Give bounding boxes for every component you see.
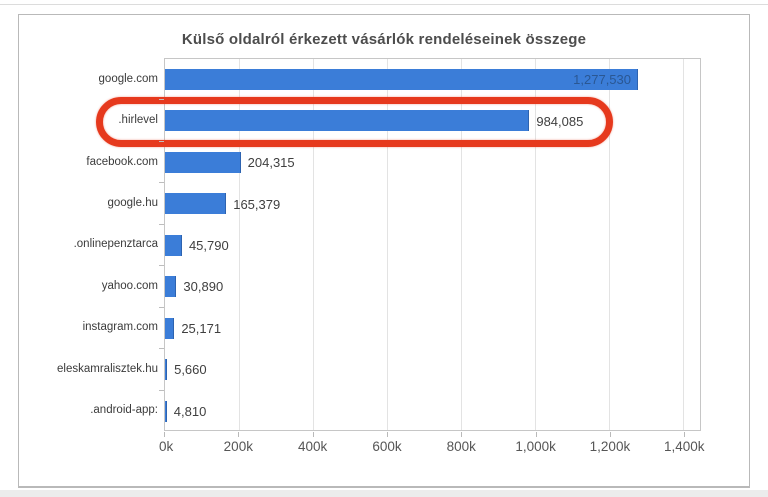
bottom-strip — [0, 490, 768, 497]
bar-row: 25,171 — [165, 308, 700, 349]
bar-row: 165,379 — [165, 183, 700, 224]
category-label: .onlinepenztarca — [73, 238, 158, 251]
chart-title: Külső oldalról érkezett vásárlók rendelé… — [181, 31, 587, 48]
category-label: eleskamralisztek.hu — [57, 362, 158, 375]
x-tick-label: 1,200k — [589, 439, 631, 454]
value-label: 45,790 — [188, 237, 229, 253]
value-label: 5,660 — [174, 362, 207, 378]
bar — [165, 151, 241, 173]
chart-card: Külső oldalról érkezett vásárlók rendelé… — [18, 14, 750, 488]
x-tick-mark — [684, 432, 686, 437]
x-tick-mark — [386, 432, 388, 437]
y-axis-tick — [159, 389, 164, 391]
value-label: 984,085 — [536, 113, 584, 129]
bar — [165, 110, 530, 132]
value-label: 30,890 — [183, 279, 224, 295]
top-divider — [0, 4, 768, 5]
y-axis-tick — [159, 99, 164, 101]
bar — [165, 400, 167, 422]
x-tick-mark — [238, 432, 240, 437]
x-tick-mark — [164, 432, 165, 437]
category-label: google.hu — [107, 197, 158, 210]
bar-row: 5,660 — [165, 349, 700, 390]
category-label: yahoo.com — [101, 279, 158, 292]
y-axis-tick — [159, 306, 164, 308]
y-axis-tick — [159, 348, 164, 350]
value-label: 25,171 — [181, 320, 222, 336]
category-label: facebook.com — [86, 155, 158, 168]
plot-area: 1,277,530 984,085 204,315 165,379 45,790 30,8… — [164, 58, 701, 431]
category-label: .android-app: — [90, 404, 158, 417]
value-label: 165,379 — [233, 196, 281, 212]
x-tick-label: 1,000k — [515, 439, 556, 454]
category-label: instagram.com — [82, 321, 158, 334]
bar-row: 4,810 — [165, 391, 700, 432]
bar-row: 204,315 — [165, 142, 700, 183]
y-axis-tick — [159, 223, 164, 225]
x-tick-mark — [609, 432, 611, 437]
gridline — [535, 59, 537, 430]
gridline — [609, 59, 611, 430]
bar — [165, 276, 177, 298]
x-tick-mark — [312, 432, 314, 437]
x-tick-mark — [535, 432, 537, 437]
bar — [165, 234, 182, 256]
gridline — [461, 59, 463, 430]
gridline — [239, 59, 241, 430]
bar — [165, 193, 227, 215]
x-tick-label: 400k — [298, 439, 328, 454]
value-label: 1,277,530 — [573, 72, 631, 88]
x-tick-label: 600k — [372, 439, 402, 454]
x-tick-label: 200k — [223, 439, 253, 454]
y-axis-tick — [159, 140, 164, 142]
y-axis-tick — [159, 182, 164, 184]
value-label: 204,315 — [247, 155, 295, 171]
bar-row: 30,890 — [165, 266, 700, 307]
bar-row: 984,085 — [165, 100, 700, 141]
category-label: google.com — [98, 72, 158, 85]
gridline — [683, 59, 685, 430]
bar-row: 45,790 — [165, 225, 700, 266]
x-axis: 0k 200k 400k 600k 800k 1,000k 1,200k 1,400k — [159, 432, 705, 462]
x-tick-label: 800k — [446, 439, 476, 454]
x-tick-mark — [461, 432, 463, 437]
bar — [165, 69, 638, 90]
value-label: 4,810 — [173, 403, 207, 419]
y-axis-tick — [159, 265, 164, 267]
bar — [165, 359, 168, 381]
x-tick-label: 0k — [159, 439, 174, 454]
category-axis: google.com .hirlevel facebook.com google.hu… — [27, 58, 158, 431]
bar-row: 1,277,530 — [165, 59, 700, 100]
category-label: .hirlevel — [118, 114, 158, 127]
bar — [165, 317, 175, 339]
gridline — [313, 59, 315, 430]
x-tick-label: 1,400k — [663, 439, 705, 454]
gridline — [387, 59, 389, 430]
